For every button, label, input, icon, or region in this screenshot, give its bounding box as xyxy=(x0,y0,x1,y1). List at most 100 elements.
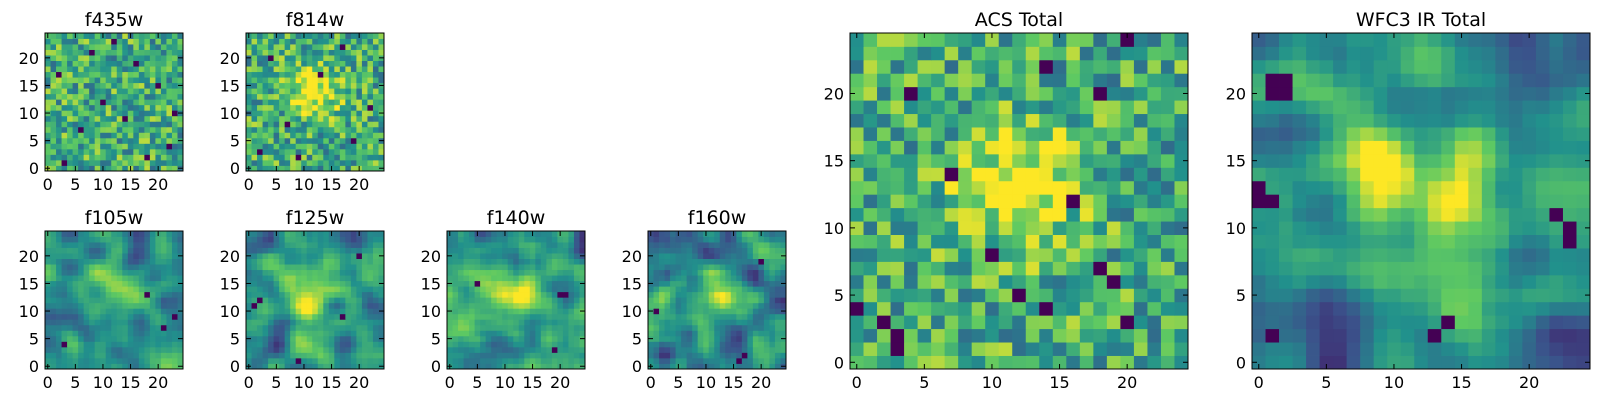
heatmap-cell xyxy=(61,137,68,144)
heatmap-cell xyxy=(149,44,156,50)
heatmap-cell xyxy=(1039,127,1054,141)
heatmap-cell xyxy=(958,194,973,209)
heatmap-cell xyxy=(1333,301,1348,316)
heatmap-cell xyxy=(290,104,297,111)
heatmap-cell xyxy=(686,319,693,326)
heatmap-cell xyxy=(323,55,330,61)
y-tick-label: 5 xyxy=(230,330,240,349)
heatmap-cell xyxy=(111,77,118,84)
heatmap-cell xyxy=(518,242,525,248)
heatmap-cell xyxy=(730,302,737,309)
x-tick-label: 0 xyxy=(852,373,862,392)
heatmap-cell xyxy=(670,319,676,326)
heatmap-cell xyxy=(89,121,96,128)
heatmap-cell xyxy=(149,148,156,155)
x-tick-label: 15 xyxy=(522,373,542,392)
heatmap-cell xyxy=(290,60,297,67)
heatmap-cell xyxy=(675,297,682,304)
heatmap-cell xyxy=(1133,59,1148,74)
heatmap-cell xyxy=(513,346,520,353)
heatmap-cell xyxy=(697,330,704,337)
heatmap-cell xyxy=(268,330,274,337)
heatmap-cell xyxy=(491,297,498,304)
heatmap-cell xyxy=(257,159,263,166)
heatmap-cell xyxy=(345,121,352,128)
heatmap-cell xyxy=(1106,234,1121,249)
heatmap-cell xyxy=(251,55,258,61)
heatmap-cell xyxy=(312,330,319,337)
heatmap-cell xyxy=(334,121,341,128)
heatmap-cell xyxy=(345,77,352,84)
heatmap-cell xyxy=(758,275,765,282)
heatmap-cell xyxy=(719,269,726,276)
heatmap-cell xyxy=(301,264,308,271)
heatmap-cell xyxy=(105,77,112,84)
heatmap-cell xyxy=(480,231,487,237)
heatmap-cell xyxy=(268,99,274,106)
heatmap-cell xyxy=(1279,167,1293,182)
heatmap-cell xyxy=(356,126,363,133)
heatmap-cell xyxy=(1522,234,1537,249)
heatmap-cell xyxy=(127,159,134,166)
heatmap-cell xyxy=(246,302,252,309)
heatmap-cell xyxy=(138,341,145,348)
heatmap-cell xyxy=(1306,167,1320,182)
heatmap-cell xyxy=(452,286,459,293)
heatmap-cell xyxy=(317,352,324,359)
heatmap-cell xyxy=(877,274,891,289)
heatmap-cell xyxy=(719,324,726,331)
heatmap-cell xyxy=(1066,207,1081,222)
heatmap-cell xyxy=(730,269,737,276)
heatmap-cell xyxy=(1120,274,1135,289)
heatmap-cell xyxy=(507,335,514,342)
heatmap-cell xyxy=(367,66,374,73)
heatmap-cell xyxy=(535,341,542,348)
heatmap-cell xyxy=(573,236,580,243)
heatmap-cell xyxy=(1522,301,1537,316)
heatmap-cell xyxy=(144,280,151,287)
heatmap-cell xyxy=(670,297,676,304)
heatmap-cell xyxy=(502,258,509,265)
heatmap-cell xyxy=(513,258,520,265)
heatmap-cell xyxy=(133,231,140,237)
heatmap-cell xyxy=(1265,274,1280,289)
heatmap-cell xyxy=(648,286,654,293)
heatmap-cell xyxy=(72,132,79,139)
heatmap-cell xyxy=(312,66,319,73)
heatmap-cell xyxy=(1441,207,1456,222)
heatmap-cell xyxy=(546,341,553,348)
heatmap-cell xyxy=(378,159,385,166)
heatmap-cell xyxy=(306,137,313,144)
heatmap-cell xyxy=(1039,33,1054,47)
heatmap-cell xyxy=(736,341,743,348)
heatmap-cell xyxy=(513,363,520,370)
heatmap-cell xyxy=(546,291,553,298)
heatmap-cell xyxy=(268,165,274,172)
heatmap-cell xyxy=(496,297,503,304)
heatmap-cell xyxy=(67,115,73,122)
heatmap-cell xyxy=(144,313,151,320)
heatmap-cell xyxy=(681,352,688,359)
heatmap-cell xyxy=(917,180,932,195)
heatmap-cell xyxy=(752,242,759,248)
heatmap-cell xyxy=(1133,167,1148,182)
heatmap-cell xyxy=(367,165,374,172)
heatmap-cell xyxy=(306,71,313,78)
heatmap-cell xyxy=(1147,46,1162,61)
heatmap-cell xyxy=(1319,221,1334,235)
heatmap-cell xyxy=(67,33,73,39)
heatmap-cell xyxy=(257,313,263,320)
heatmap-cell xyxy=(144,308,151,315)
heatmap-cell xyxy=(367,77,374,84)
heatmap-cell xyxy=(345,137,352,144)
heatmap-cell xyxy=(758,258,765,265)
heatmap-cell xyxy=(452,231,459,237)
heatmap-cell xyxy=(675,264,682,271)
heatmap-cell xyxy=(524,280,531,287)
heatmap-cell xyxy=(513,253,520,259)
heatmap-cell xyxy=(127,88,134,95)
heatmap-cell xyxy=(1495,288,1510,303)
heatmap-cell xyxy=(1454,315,1469,330)
heatmap-cell xyxy=(45,286,51,293)
heatmap-cell xyxy=(1079,140,1094,155)
